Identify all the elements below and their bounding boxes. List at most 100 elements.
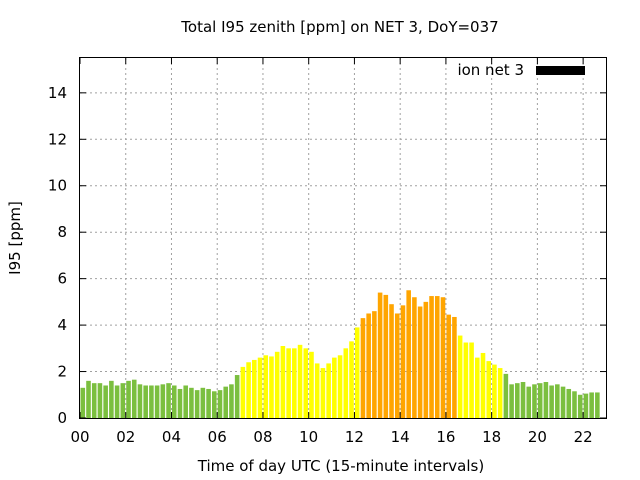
bar (595, 392, 600, 418)
x-tick-label: 02 (116, 428, 135, 446)
y-axis-ticks: 0 2 4 6 8 10 12 14 (48, 84, 606, 427)
bar (497, 368, 503, 418)
bar (234, 375, 240, 418)
bar (149, 385, 154, 418)
bar (555, 384, 560, 418)
bar (417, 306, 423, 418)
bar (457, 335, 463, 418)
bar (463, 342, 469, 418)
bar (577, 394, 583, 418)
x-tick-label: 10 (299, 428, 318, 446)
bar (246, 362, 251, 418)
x-tick-label: 12 (345, 428, 364, 446)
bar (406, 290, 411, 418)
bar (475, 357, 480, 418)
x-axis-ticks: 00 02 04 06 08 10 12 14 16 18 20 22 (70, 58, 593, 446)
x-tick-label: 16 (436, 428, 455, 446)
bar (326, 363, 331, 418)
bar (314, 363, 320, 418)
bar (103, 385, 108, 418)
y-tick-label: 0 (57, 409, 67, 427)
bar (440, 297, 446, 418)
bar (297, 344, 303, 418)
bar (560, 386, 566, 418)
bar (423, 301, 429, 418)
bar (366, 313, 371, 418)
grid (80, 58, 606, 418)
bar (543, 382, 549, 418)
chart-title: Total I95 zenith [ppm] on NET 3, DoY=037 (180, 18, 498, 36)
x-tick-label: 14 (391, 428, 410, 446)
legend: ion net 3 (457, 61, 585, 79)
bar (566, 388, 572, 418)
bar (292, 348, 297, 418)
bar (537, 383, 543, 418)
bar (160, 384, 166, 418)
y-tick-label: 8 (57, 223, 67, 241)
bar (583, 393, 589, 418)
bar (263, 355, 269, 418)
bar (503, 373, 509, 418)
bar (515, 383, 520, 418)
bar (354, 327, 360, 418)
bar (200, 387, 206, 418)
x-tick-label: 04 (162, 428, 181, 446)
x-tick-label: 06 (208, 428, 227, 446)
bar (120, 383, 126, 418)
bar (194, 390, 200, 418)
y-tick-label: 2 (57, 363, 67, 381)
bar (223, 386, 229, 418)
bar (486, 361, 492, 418)
bar (377, 292, 383, 418)
bar (280, 346, 286, 418)
bar (469, 342, 474, 418)
bar (131, 379, 137, 418)
y-tick-label: 4 (57, 316, 67, 334)
x-tick-label: 18 (482, 428, 501, 446)
bar (137, 384, 143, 418)
bar (97, 383, 103, 418)
bar (360, 318, 366, 418)
bar (492, 364, 497, 418)
x-tick-label: 20 (528, 428, 547, 446)
bar (480, 352, 486, 418)
bar (189, 387, 194, 418)
bar (389, 304, 394, 418)
bar (446, 314, 451, 418)
plot-frame (79, 57, 607, 419)
bar (91, 383, 97, 418)
bar (126, 380, 131, 418)
bar (252, 359, 257, 418)
bar (206, 388, 211, 418)
bar (320, 368, 326, 418)
x-tick-label: 00 (70, 428, 89, 446)
bar (109, 380, 114, 418)
x-axis-label: Time of day UTC (15-minute intervals) (197, 457, 484, 475)
bar (412, 297, 417, 418)
bar (520, 382, 526, 418)
x-tick-label: 08 (253, 428, 272, 446)
bar (332, 357, 337, 418)
bar (572, 391, 577, 418)
bar (114, 385, 120, 418)
bar (183, 385, 188, 418)
bar (274, 351, 280, 418)
bar (434, 296, 440, 418)
y-tick-label: 6 (57, 270, 67, 288)
bar (229, 384, 234, 418)
legend-label: ion net 3 (457, 61, 524, 79)
bar (171, 385, 177, 418)
bar (532, 384, 537, 418)
bar (549, 385, 554, 418)
bar (383, 294, 389, 418)
y-axis-label: I95 [ppm] (6, 201, 24, 275)
bar (452, 316, 457, 418)
bar (589, 392, 594, 418)
x-tick-label: 22 (574, 428, 593, 446)
bar (143, 385, 148, 418)
legend-swatch (536, 66, 585, 75)
bar (269, 356, 274, 418)
bar (257, 357, 263, 418)
bar (429, 296, 434, 418)
